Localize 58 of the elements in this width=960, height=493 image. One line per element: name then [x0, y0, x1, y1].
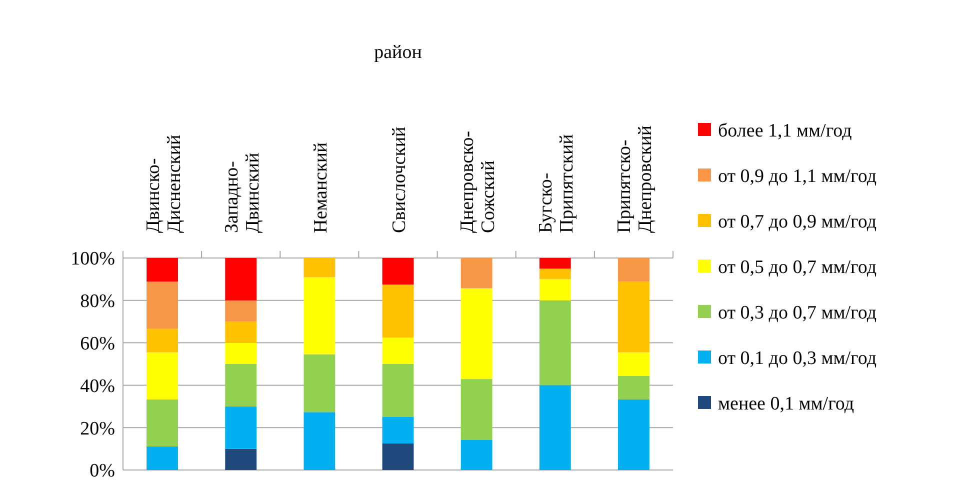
bar — [304, 412, 336, 470]
x-tick-label: Двинско-Дисненский — [142, 134, 185, 233]
legend-label: менее 0,1 мм/год — [718, 394, 854, 415]
bar — [618, 352, 650, 376]
bar — [618, 282, 650, 352]
bar — [146, 328, 178, 352]
y-tick-label: 100% — [70, 248, 116, 270]
bar — [618, 399, 650, 470]
bar — [539, 300, 571, 386]
bar — [539, 279, 571, 300]
bar — [460, 258, 492, 288]
bar — [304, 277, 336, 354]
y-tick-label: 0% — [90, 460, 116, 482]
bar — [225, 342, 257, 364]
y-tick-label: 60% — [80, 333, 116, 354]
y-tick-label: 80% — [80, 291, 116, 312]
x-tick-label: Припятско-Днепровский — [614, 125, 656, 233]
bar — [225, 406, 257, 449]
x-tick-label: Днепровско-Сожский — [457, 130, 500, 233]
y-tick-label: 20% — [80, 418, 116, 440]
y-tick-label: 40% — [80, 376, 116, 397]
legend-label: от 0,3 до 0,7 мм/год — [718, 302, 877, 324]
bar — [225, 448, 257, 470]
bar — [618, 376, 650, 400]
legend-label: более 1,1 мм/год — [718, 120, 852, 142]
bar — [382, 417, 414, 444]
bar — [460, 379, 492, 440]
bar — [225, 300, 257, 322]
bar — [618, 258, 650, 282]
bar — [460, 440, 492, 470]
x-tick-label: Бугско-Припятский — [536, 134, 578, 233]
bar — [304, 354, 336, 412]
bar — [225, 322, 257, 343]
x-tick-label: Свислочский — [389, 126, 410, 233]
legend-label: от 0,7 до 0,9 мм/год — [718, 212, 877, 233]
x-tick-label: Западно-Двинский — [221, 152, 264, 233]
bar — [460, 288, 492, 380]
legend-label: от 0,9 до 1,1 мм/год — [718, 166, 877, 188]
bar — [382, 338, 414, 364]
bar — [304, 258, 336, 278]
bar — [146, 446, 178, 470]
bar — [146, 258, 178, 282]
bar — [382, 258, 414, 284]
bar — [382, 364, 414, 417]
bar — [539, 258, 571, 269]
bar — [225, 258, 257, 300]
bar — [382, 284, 414, 338]
bar — [146, 399, 178, 446]
bar — [539, 268, 571, 280]
x-tick-label: Неманский — [310, 142, 332, 233]
bar — [146, 352, 178, 400]
bar — [146, 282, 178, 329]
bar — [539, 385, 571, 470]
legend-label: от 0,5 до 0,7 мм/год — [718, 257, 877, 278]
bar — [225, 364, 257, 406]
legend-label: от 0,1 до 0,3 мм/год — [718, 348, 877, 370]
x-axis-title: район — [374, 42, 422, 63]
bar — [382, 444, 414, 470]
